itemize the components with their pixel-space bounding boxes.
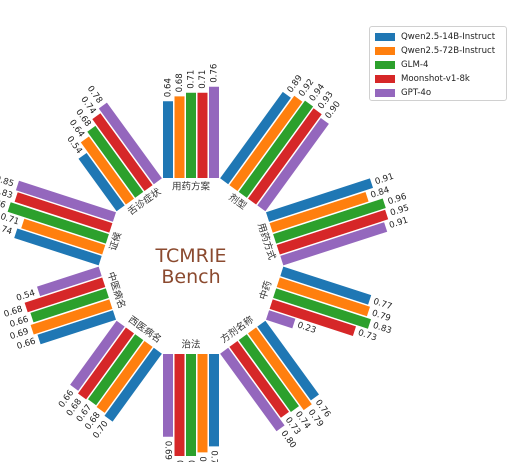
- bar-qwen2-5-72b-instruct: [276, 277, 370, 317]
- legend-swatch: [375, 61, 395, 69]
- value-label: 0.64: [164, 78, 174, 97]
- bar-glm-4: [186, 92, 196, 178]
- bar-moonshot-v1-8k: [14, 192, 113, 233]
- bar-gpt-4o: [266, 310, 296, 329]
- bar-gpt-4o: [280, 222, 388, 266]
- bar-qwen2-5-72b-instruct: [30, 299, 113, 335]
- value-label: 0.69: [163, 441, 173, 460]
- legend-item: GLM-4: [375, 58, 502, 72]
- legend-label: GLM-4: [401, 60, 429, 70]
- value-label: 0.71: [198, 70, 208, 89]
- legend-swatch: [375, 47, 395, 55]
- legend-label: GPT-4o: [401, 88, 432, 98]
- bars-layer: [7, 86, 389, 456]
- bar-glm-4: [273, 198, 386, 244]
- bar-qwen2-5-72b-instruct: [96, 341, 153, 413]
- bar-gpt-4o: [163, 354, 173, 437]
- legend-item: GPT-4o: [375, 86, 502, 100]
- category-label: 中药: [257, 279, 274, 301]
- bar-glm-4: [273, 288, 371, 329]
- bar-qwen2-5-72b-instruct: [269, 192, 369, 233]
- bar-gpt-4o: [98, 102, 162, 185]
- bar-glm-4: [238, 334, 299, 412]
- bar-gpt-4o: [257, 118, 329, 212]
- legend-swatch: [375, 89, 395, 97]
- legend-label: Qwen2.5-14B-Instruct: [401, 32, 496, 42]
- value-label: 0.86: [0, 196, 7, 211]
- legend-item: Qwen2.5-72B-Instruct: [375, 44, 502, 58]
- value-label: 0.91: [374, 172, 395, 187]
- bar-gpt-4o: [15, 180, 116, 222]
- bar-qwen2-5-14b-instruct: [163, 101, 173, 178]
- bar-glm-4: [238, 100, 314, 198]
- bar-qwen2-5-14b-instruct: [280, 266, 372, 305]
- bar-moonshot-v1-8k: [248, 108, 322, 205]
- legend-swatch: [375, 75, 395, 83]
- center-title-line-2: Bench: [161, 266, 220, 288]
- bar-qwen2-5-72b-instruct: [80, 136, 134, 205]
- legend: Qwen2.5-14B-Instruct Qwen2.5-72B-Instruc…: [369, 26, 507, 101]
- legend-item: Moonshot-v1-8k: [375, 72, 502, 86]
- bar-gpt-4o: [220, 347, 285, 432]
- bar-glm-4: [88, 334, 144, 406]
- bar-qwen2-5-14b-instruct: [14, 228, 102, 266]
- bar-qwen2-5-72b-instruct: [174, 96, 185, 178]
- bar-qwen2-5-14b-instruct: [257, 320, 319, 401]
- bar-qwen2-5-14b-instruct: [266, 178, 373, 222]
- bar-moonshot-v1-8k: [269, 299, 356, 336]
- bar-qwen2-5-14b-instruct: [209, 354, 219, 447]
- value-label: 0.82: [197, 456, 207, 462]
- bar-moonshot-v1-8k: [174, 354, 185, 456]
- bar-moonshot-v1-8k: [276, 209, 389, 255]
- value-label: 0.85: [0, 174, 15, 189]
- category-label: 用药方案: [172, 181, 211, 193]
- value-label: 0.83: [0, 186, 14, 201]
- bar-qwen2-5-14b-instruct: [78, 153, 125, 212]
- bar-qwen2-5-14b-instruct: [220, 91, 291, 185]
- bar-moonshot-v1-8k: [24, 277, 106, 313]
- legend-swatch: [375, 33, 395, 41]
- bar-qwen2-5-14b-instruct: [37, 310, 116, 345]
- bar-moonshot-v1-8k: [197, 92, 208, 178]
- bar-glm-4: [186, 354, 196, 456]
- bar-moonshot-v1-8k: [92, 113, 153, 191]
- bar-glm-4: [30, 288, 109, 323]
- bar-qwen2-5-72b-instruct: [229, 95, 303, 191]
- bar-qwen2-5-72b-instruct: [248, 327, 312, 411]
- bar-gpt-4o: [37, 266, 102, 297]
- value-label: 0.74: [0, 222, 13, 237]
- legend-item: Qwen2.5-14B-Instruct: [375, 30, 502, 44]
- bar-qwen2-5-14b-instruct: [104, 347, 162, 422]
- category-label: 证候: [107, 230, 124, 252]
- bar-gpt-4o: [70, 320, 125, 391]
- value-label: 0.71: [187, 70, 197, 89]
- value-label: 0.77: [209, 450, 219, 462]
- bar-qwen2-5-72b-instruct: [197, 354, 208, 453]
- value-label: 0.54: [64, 135, 83, 156]
- bar-gpt-4o: [209, 86, 219, 178]
- value-label: 0.76: [210, 64, 220, 83]
- center-title-line-1: TCMRIE: [155, 245, 227, 267]
- bar-moonshot-v1-8k: [229, 341, 289, 418]
- legend-label: Moonshot-v1-8k: [401, 74, 470, 84]
- bar-moonshot-v1-8k: [78, 327, 134, 400]
- value-label: 0.68: [175, 73, 185, 92]
- bar-qwen2-5-72b-instruct: [21, 218, 106, 255]
- category-label: 治法: [181, 339, 200, 351]
- bar-glm-4: [87, 125, 144, 198]
- bar-glm-4: [7, 202, 109, 244]
- legend-label: Qwen2.5-72B-Instruct: [401, 46, 496, 56]
